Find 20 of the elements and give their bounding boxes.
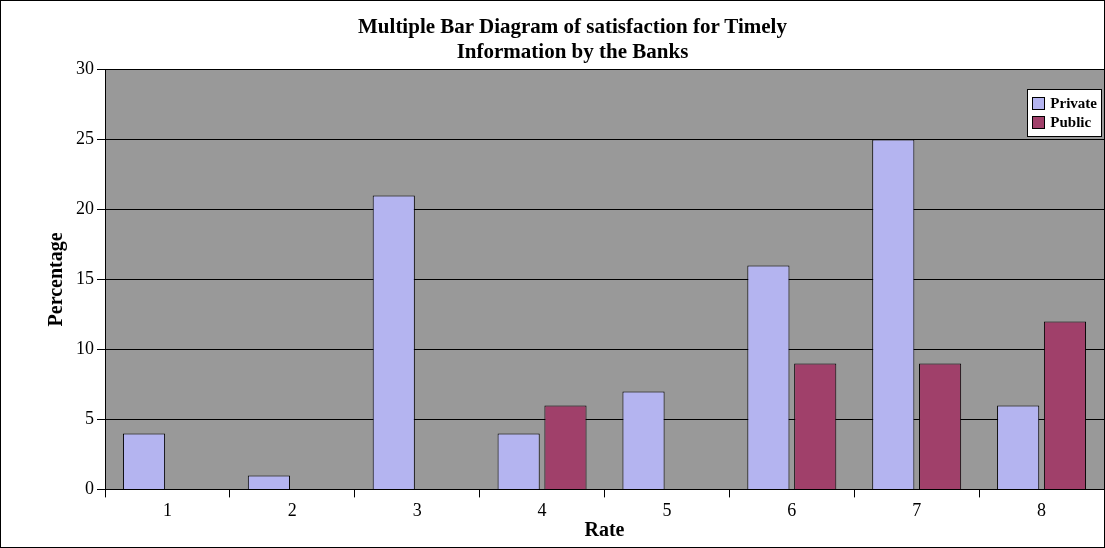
x-tick-label: 5 xyxy=(662,499,672,520)
y-tick-label: 25 xyxy=(76,128,94,149)
x-tick-label: 6 xyxy=(787,499,797,520)
x-axis-title: Rate xyxy=(584,518,625,541)
y-tick-label: 0 xyxy=(85,478,94,499)
x-tick-label: 7 xyxy=(912,499,922,520)
x-tick-label: 1 xyxy=(162,499,172,520)
legend-label: Public xyxy=(1050,114,1092,132)
y-tick-label: 30 xyxy=(76,58,94,79)
x-tick-label: 4 xyxy=(537,499,547,520)
x-tick-label: 3 xyxy=(412,499,422,520)
legend-label: Private xyxy=(1050,95,1097,113)
y-axis-title: Percentage xyxy=(44,232,68,327)
y-tick-label: 10 xyxy=(76,338,94,359)
chart-title: Multiple Bar Diagram of satisfaction for Timely Information by the Banks xyxy=(358,14,788,64)
x-tick-label: 8 xyxy=(1037,499,1047,520)
y-tick-label: 5 xyxy=(85,408,94,429)
x-tick-label: 2 xyxy=(287,499,297,520)
y-tick-label: 15 xyxy=(76,268,94,289)
y-tick-label: 20 xyxy=(76,198,94,219)
